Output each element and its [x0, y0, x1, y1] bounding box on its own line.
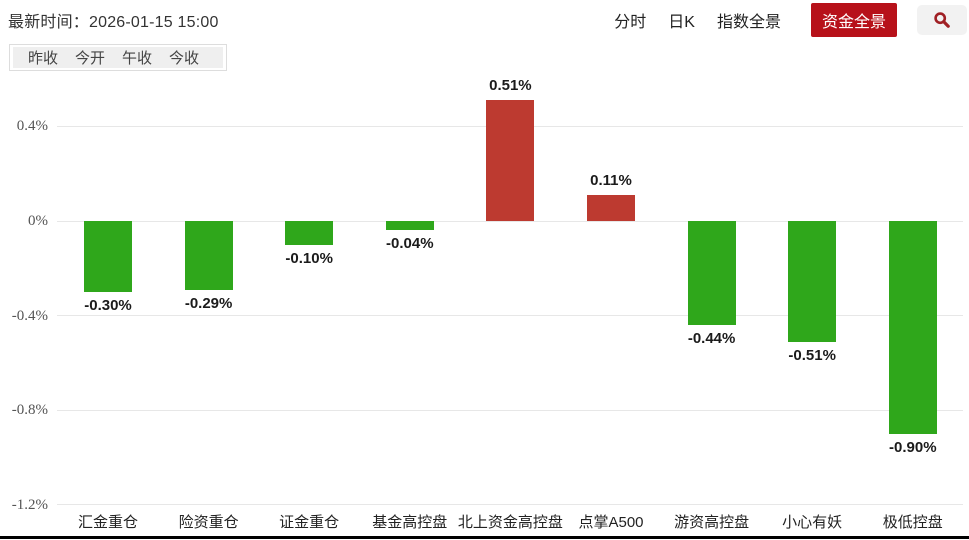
x-axis-category-label: 极低控盘	[882, 514, 943, 531]
bar-value-label: 0.11%	[590, 171, 632, 189]
chart-bar-9[interactable]	[888, 221, 937, 434]
chart-bar-6[interactable]	[587, 194, 635, 221]
chart-bar-3[interactable]	[285, 221, 334, 245]
tab-daily-k[interactable]: 日K	[668, 14, 695, 31]
chart-bar-4[interactable]	[385, 221, 434, 231]
price-type-button-group: 昨收 今开 午收 今收	[9, 44, 228, 71]
chart-bar-1[interactable]	[84, 221, 132, 292]
price-button-noon-close[interactable]: 午收	[122, 50, 153, 67]
x-axis-category-label: 证金重仓	[279, 514, 340, 531]
y-axis-tick-label: -0.8%	[11, 402, 48, 419]
view-tabs: 分时 日K 指数全景 资金全景	[614, 3, 967, 37]
search-button[interactable]	[917, 5, 967, 35]
price-button-today-open[interactable]: 今开	[75, 50, 106, 67]
magnifier-icon	[933, 11, 951, 29]
price-button-prev-close[interactable]: 昨收	[28, 50, 59, 67]
gridline	[57, 409, 963, 411]
x-axis-category-label: 游资高控盘	[674, 514, 750, 531]
bar-value-label: -0.51%	[788, 346, 836, 364]
x-axis-category-label: 点掌A500	[578, 514, 644, 531]
x-axis-category-label: 汇金重仓	[77, 514, 139, 531]
bar-value-label: -0.90%	[889, 438, 937, 456]
bar-value-label: -0.04%	[386, 235, 434, 253]
bottom-border-line	[0, 536, 969, 539]
latest-time-value: 2026-01-15 15:00	[89, 14, 219, 31]
bar-value-label: -0.10%	[285, 249, 333, 267]
y-axis-tick-label: -0.4%	[11, 307, 48, 324]
y-axis-tick-label: 0%	[28, 213, 48, 229]
tab-minute-chart[interactable]: 分时	[614, 14, 647, 31]
x-axis-category-label: 基金高控盘	[372, 514, 448, 531]
bar-value-label: -0.29%	[184, 294, 233, 312]
latest-time-label: 最新时间：	[8, 14, 90, 31]
y-axis-tick-label: 0.4%	[16, 118, 48, 135]
chart-bar-8[interactable]	[788, 221, 837, 342]
price-button-today-close[interactable]: 今收	[169, 50, 200, 67]
tab-index-panorama[interactable]: 指数全景	[716, 14, 781, 31]
bar-value-label: -0.44%	[687, 330, 736, 348]
x-axis-category-label: 北上资金高控盘	[457, 514, 563, 531]
tab-fund-panorama[interactable]: 资金全景	[810, 3, 897, 37]
x-axis-category-label: 险资重仓	[178, 514, 239, 531]
latest-time: 最新时间：2026-01-15 15:00	[8, 8, 219, 32]
chart-bar-7[interactable]	[687, 221, 736, 326]
chart-bar-2[interactable]	[184, 221, 233, 290]
chart-bar-5[interactable]	[486, 100, 535, 221]
price-type-strip: 昨收 今开 午收 今收	[13, 47, 224, 68]
x-axis-category-label: 小心有妖	[782, 514, 843, 531]
y-axis-tick-label: -1.2%	[11, 496, 48, 513]
bar-value-label: -0.30%	[84, 296, 132, 314]
bar-value-label: 0.51%	[489, 77, 532, 95]
gridline	[57, 504, 963, 506]
